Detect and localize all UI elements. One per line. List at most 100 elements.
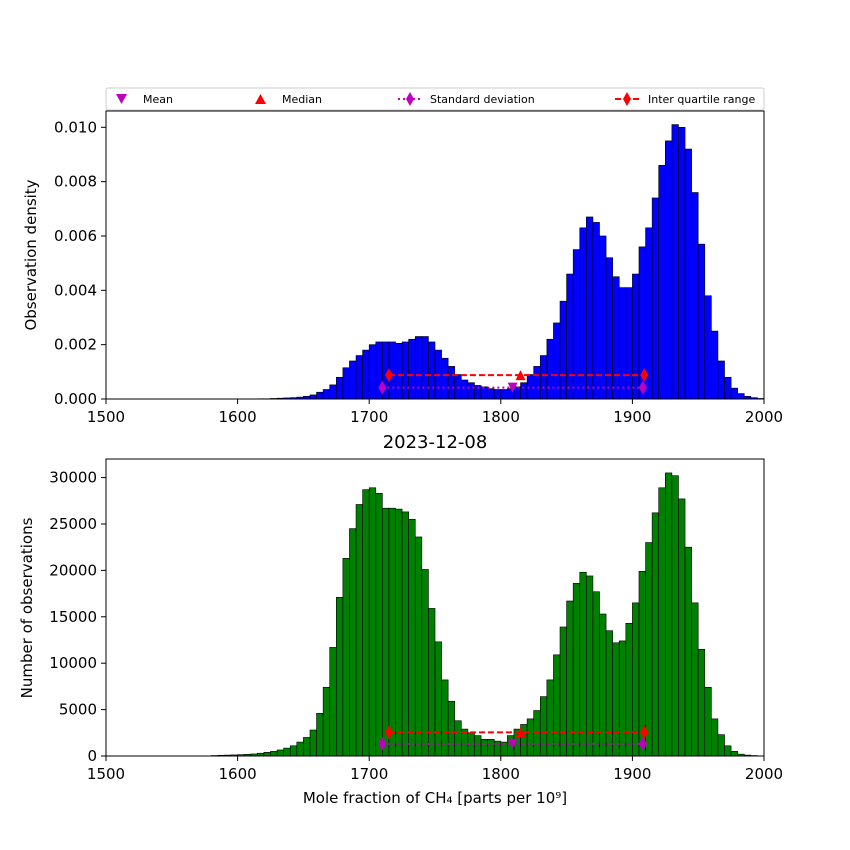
density-bar (395, 343, 403, 400)
count-bar (382, 507, 390, 757)
count-bar (625, 622, 633, 757)
mean-marker-icon (116, 94, 127, 104)
density-bar (671, 124, 679, 400)
count-chart-title: 2023-12-08 (383, 432, 488, 453)
count-x-axis-label: Mole fraction of CH₄ [parts per 10⁹] (303, 789, 567, 807)
count-bar (526, 718, 534, 757)
count-std-low-marker (378, 736, 387, 751)
density-bar (539, 355, 548, 400)
count-y-axis-label: Number of observations (18, 517, 36, 698)
density-median-marker (515, 370, 526, 381)
count-bar (355, 504, 363, 757)
count-bar (605, 630, 613, 757)
legend-label-median: Median (282, 93, 322, 106)
density-bar (691, 192, 699, 400)
count-bar (724, 745, 732, 757)
count-bar (335, 596, 344, 757)
count-y-tick-label: 5000 (59, 701, 97, 719)
count-bar (697, 648, 706, 757)
count-median-marker (515, 727, 526, 738)
count-bar (559, 626, 567, 757)
count-bar (612, 642, 620, 757)
density-y-tick-label: 0.000 (54, 390, 97, 408)
density-stats-markers (378, 368, 649, 395)
density-bar (546, 338, 554, 400)
count-x-ticks: 1500 1600 1700 1800 1900 2000 (87, 756, 783, 783)
density-bar (428, 341, 436, 400)
density-bar (316, 391, 324, 400)
count-bar (658, 487, 666, 757)
count-bar (388, 507, 396, 757)
density-y-tick-label: 0.002 (54, 336, 97, 354)
density-x-tick-label: 1700 (350, 408, 388, 426)
density-x-ticks: 1500 1600 1700 1800 1900 2000 (87, 399, 783, 426)
count-bar (414, 536, 423, 757)
density-bar (467, 382, 475, 400)
count-bar (408, 519, 416, 757)
density-x-tick-label: 1800 (482, 408, 520, 426)
density-y-tick-label: 0.006 (54, 227, 97, 245)
count-bar (342, 558, 350, 757)
count-bar (289, 745, 298, 757)
density-bar (632, 273, 640, 400)
count-bar (474, 735, 482, 757)
density-bar (500, 389, 508, 400)
count-bar (270, 751, 278, 757)
density-bars (257, 124, 765, 400)
density-bar (461, 379, 469, 400)
density-mean-marker (507, 382, 518, 393)
count-bar (322, 687, 331, 757)
count-axes-frame (105, 458, 765, 757)
legend-label-iqr: Inter quartile range (648, 93, 755, 106)
count-bar (684, 546, 692, 757)
density-bar (322, 389, 331, 400)
density-bar (658, 165, 666, 400)
density-bar (572, 249, 581, 400)
density-std-low-marker (378, 380, 387, 395)
density-x-tick-label: 2000 (745, 408, 783, 426)
count-bar (553, 654, 561, 757)
density-bar (711, 330, 719, 400)
density-iqr-low-marker (384, 368, 393, 383)
density-bar (612, 276, 620, 400)
count-bar (263, 751, 271, 757)
legend: Mean Median Standard deviation Inter qua… (105, 87, 765, 111)
density-std-high-marker (638, 380, 647, 395)
density-bar (592, 222, 600, 400)
count-bar (730, 751, 738, 757)
count-bar (276, 749, 284, 757)
legend-label-std: Standard deviation (430, 93, 535, 106)
count-x-tick-label: 1800 (482, 765, 520, 783)
density-bar (533, 366, 541, 400)
density-bar (447, 366, 456, 400)
count-bar (579, 571, 587, 757)
density-bar (605, 257, 613, 400)
density-bar (493, 389, 502, 400)
density-bar (309, 394, 317, 400)
count-y-ticks: 0 5000 10000 15000 20000 25000 30000 (49, 469, 106, 765)
legend-label-mean: Mean (143, 93, 173, 106)
density-bar (362, 349, 370, 400)
density-bar (368, 344, 377, 400)
count-bar (349, 528, 357, 757)
density-bar (730, 387, 738, 400)
std-diamond-icon (406, 92, 414, 106)
count-bars (210, 472, 765, 757)
density-bar (664, 140, 673, 400)
median-marker-icon (255, 94, 266, 104)
density-bar (487, 388, 495, 400)
count-bar (539, 696, 548, 757)
count-x-tick-label: 1700 (350, 765, 388, 783)
density-bar (684, 148, 692, 400)
count-bar (454, 720, 462, 757)
count-bar (645, 542, 653, 757)
density-bar (717, 360, 725, 400)
count-bar (421, 569, 429, 757)
count-x-tick-label: 1500 (87, 765, 125, 783)
count-y-tick-label: 20000 (49, 561, 97, 579)
density-bar (618, 287, 627, 400)
density-bar (335, 376, 344, 400)
count-bar (329, 647, 337, 757)
count-bar (434, 641, 442, 757)
